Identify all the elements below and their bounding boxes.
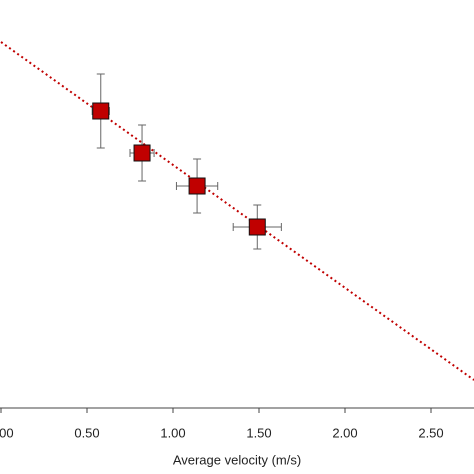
x-tick-label: 2.50 bbox=[418, 425, 443, 440]
point bbox=[188, 177, 206, 195]
x-axis-label: Average velocity (m/s) bbox=[173, 452, 301, 467]
x-tick-label: 1.00 bbox=[160, 425, 185, 440]
point bbox=[92, 102, 110, 120]
x-tick-label: 0.50 bbox=[74, 425, 99, 440]
trendline bbox=[0, 41, 474, 381]
point bbox=[248, 218, 266, 236]
x-tick-label: 0.00 bbox=[0, 425, 14, 440]
point bbox=[133, 144, 151, 162]
x-tick-label: 1.50 bbox=[246, 425, 271, 440]
x-tick-label: 2.00 bbox=[332, 425, 357, 440]
